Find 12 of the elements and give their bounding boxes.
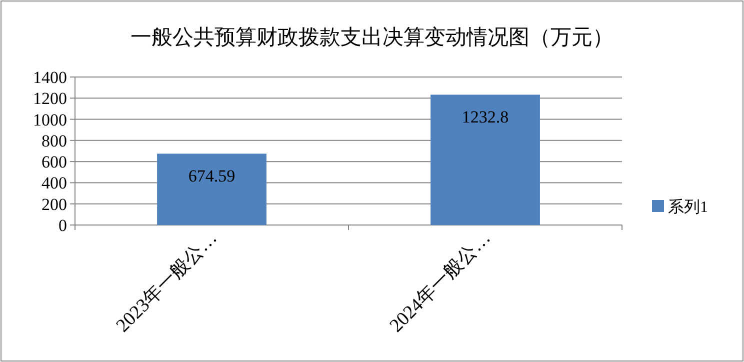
y-tick-label: 200: [42, 194, 67, 214]
chart-title: 一般公共预算财政拨款支出决算变动情况图（万元）: [130, 25, 614, 49]
y-tick-label: 1200: [33, 89, 67, 108]
legend-label: 系列1: [668, 198, 708, 216]
data-label: 1232.8: [462, 108, 509, 127]
y-tick-label: 600: [42, 152, 67, 172]
data-label: 674.59: [188, 166, 236, 186]
y-tick-label: 1000: [33, 110, 67, 130]
y-tick-label: 1400: [33, 68, 67, 87]
y-tick-label: 0: [58, 216, 67, 235]
y-tick-label: 400: [42, 174, 67, 193]
y-tick-label: 800: [42, 131, 67, 150]
